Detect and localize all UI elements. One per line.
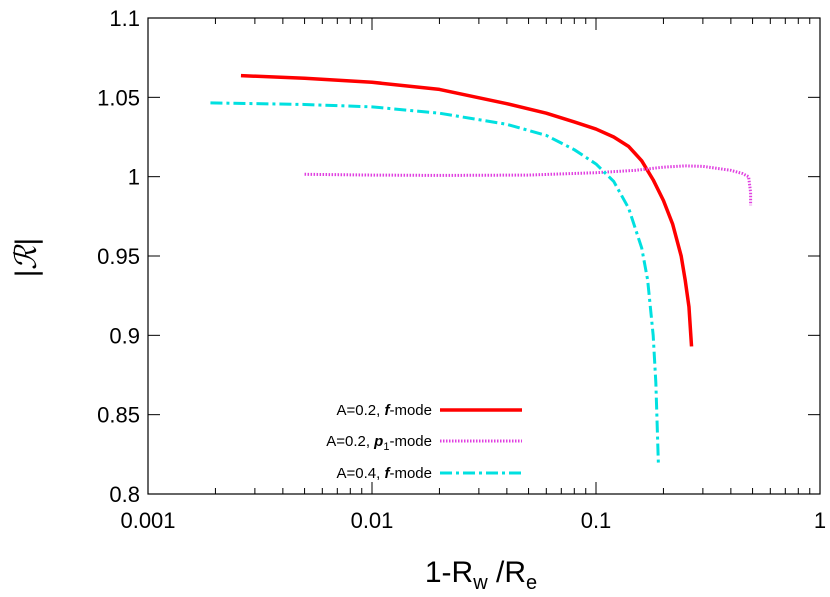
y-tick-label: 0.95 [97, 244, 140, 269]
series-lines [210, 73, 753, 466]
series-line-2 [304, 164, 753, 206]
y-tick-label: 1 [128, 165, 140, 190]
series-line-1 [240, 73, 694, 347]
y-tick-label: 0.85 [97, 403, 140, 428]
x-tick-label: 0.1 [581, 508, 612, 533]
tick-marks [147, 17, 821, 495]
legend-entry-2: A=0.2, p1-mode [326, 433, 522, 453]
legend-label: A=0.4, f-mode [337, 465, 432, 482]
plot-frame [147, 17, 821, 495]
x-tick-label: 0.001 [120, 508, 175, 533]
y-tick-label: 1.05 [97, 85, 140, 110]
y-tick-labels: 0.8 0.85 0.9 0.95 1 1.05 1.1 [97, 6, 140, 507]
y-tick-label: 1.1 [109, 6, 140, 31]
legend-entry-1: A=0.2, f-mode [337, 402, 522, 419]
x-tick-labels: 0.001 0.01 0.1 1 [120, 508, 826, 533]
x-tick-label: 0.01 [351, 508, 394, 533]
legend-label: A=0.2, p1-mode [326, 433, 432, 453]
y-tick-label: 0.9 [109, 323, 140, 348]
legend: A=0.2, f-mode A=0.2, p1-mode A=0.4, f-mode [326, 402, 522, 482]
series-line-3 [210, 101, 660, 466]
x-tick-label: 1 [814, 508, 826, 533]
y-tick-label: 0.8 [109, 482, 140, 507]
legend-entry-3: A=0.4, f-mode [337, 465, 522, 482]
x-axis-title: 1-Rw /Re [425, 556, 537, 594]
y-axis-title: |ℛ| [10, 238, 43, 278]
legend-label: A=0.2, f-mode [337, 402, 432, 419]
svg-text:1-Rw /Re: 1-Rw /Re [425, 556, 537, 594]
